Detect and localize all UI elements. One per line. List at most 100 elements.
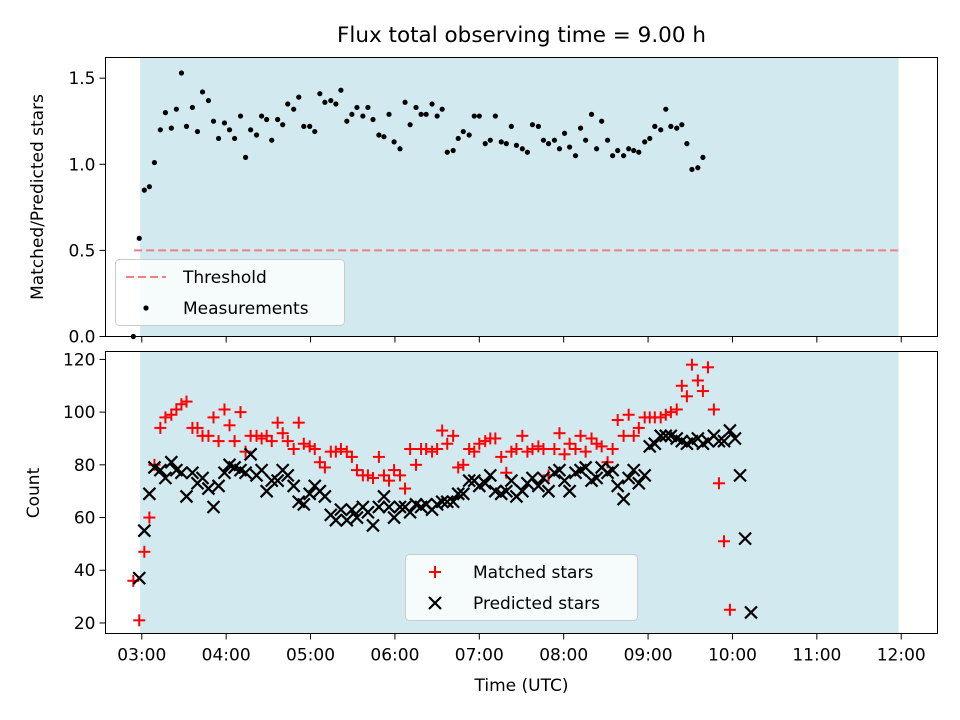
predicted-star-point <box>451 487 465 501</box>
predicted-star-point <box>340 513 354 527</box>
measurement-point <box>423 111 429 117</box>
predicted-star-point <box>562 484 577 498</box>
measurement-point <box>199 89 206 95</box>
measurement-point <box>631 147 637 154</box>
matched-star-point <box>701 361 714 374</box>
measurement-point <box>280 122 286 128</box>
measurement-point <box>269 137 275 143</box>
matched-star-point <box>239 445 252 458</box>
predicted-star-point <box>632 476 646 491</box>
predicted-stars-legend-marker <box>428 596 442 610</box>
matched-star-point <box>207 411 220 424</box>
predicted-star-point <box>462 473 476 488</box>
measurement-point <box>210 118 217 124</box>
predicted-star-point <box>270 473 285 488</box>
measurement-point <box>642 139 648 145</box>
x-tick-label: 03:00 <box>117 646 166 666</box>
measurement-point <box>173 106 179 112</box>
predicted-star-point <box>525 471 540 485</box>
matched-star-point <box>622 408 635 421</box>
matched-star-point <box>228 435 241 448</box>
matched-star-point <box>170 403 183 416</box>
matched-star-point <box>287 443 300 456</box>
matched-star-point <box>318 461 331 474</box>
measurement-point <box>189 104 196 111</box>
matched-star-point <box>548 443 561 456</box>
measurement-point <box>215 135 222 142</box>
predicted-star-point <box>733 468 747 483</box>
measurement-point <box>291 106 297 112</box>
x-tick-label: 09:00 <box>624 646 673 666</box>
matched-stars-legend-marker <box>429 566 441 578</box>
measurement-point <box>237 113 244 119</box>
bottom-plot-frame <box>105 351 938 634</box>
matched-star-point <box>452 461 465 474</box>
matched-star-point <box>627 429 640 442</box>
matched-star-point <box>718 535 731 548</box>
matched-star-point <box>410 458 423 471</box>
matched-star-point <box>404 443 417 456</box>
predicted-star-point <box>329 513 343 527</box>
predicted-star-point <box>137 523 152 538</box>
matched-star-point <box>361 469 374 482</box>
matched-star-point <box>473 437 486 450</box>
measurement-point <box>391 139 397 145</box>
measurement-point <box>162 110 169 116</box>
predicted-star-point <box>179 489 194 504</box>
predicted-star-point <box>659 429 673 443</box>
predicted-star-point <box>185 465 200 480</box>
measurement-point <box>232 135 238 142</box>
predicted-stars-legend-label: Predicted stars <box>473 594 600 614</box>
predicted-star-point <box>206 500 221 514</box>
measurement-point <box>689 166 695 173</box>
measurement-point <box>360 113 366 119</box>
predicted-star-point <box>515 484 530 498</box>
measurement-point <box>524 149 531 155</box>
bottom-y-tick-label: 40 <box>74 561 96 581</box>
x-tick-label: 04:00 <box>202 646 251 666</box>
predicted-star-point <box>201 481 216 496</box>
matched-star-point <box>313 456 326 469</box>
matched-star-point <box>281 435 294 448</box>
matched-star-point <box>675 379 688 392</box>
measurement-point <box>566 144 573 150</box>
matched-star-point <box>223 419 236 432</box>
predicted-star-point <box>158 471 173 485</box>
matched-star-point <box>399 482 412 495</box>
predicted-star-point <box>605 463 620 477</box>
measurement-point <box>674 125 680 131</box>
x-tick-label: 11:00 <box>792 646 841 666</box>
predicted-star-point <box>589 471 604 485</box>
matched-star-point <box>436 424 449 437</box>
predicted-star-point <box>440 494 455 509</box>
predicted-star-point <box>552 463 567 477</box>
matched-star-point <box>260 429 273 442</box>
bottom-x-axis: 03:00 04:00 05:00 06:00 07:00 08:00 09:00 10:00… <box>117 633 926 666</box>
predicted-star-point <box>536 471 551 485</box>
matched-star-point <box>159 411 172 424</box>
measurement-point <box>248 127 254 133</box>
matched-star-point <box>563 437 576 450</box>
measurement-point <box>460 128 466 135</box>
predicted-star-point <box>238 465 253 480</box>
predicted-star-point <box>557 473 572 488</box>
predicted-star-point <box>254 463 269 477</box>
matched-star-point <box>377 469 390 482</box>
threshold-legend-label: Threshold <box>182 268 267 288</box>
x-tick-label: 10:00 <box>708 646 757 666</box>
predicted-star-point <box>446 494 460 509</box>
measurement-point <box>344 118 350 124</box>
measurement-point <box>136 235 142 241</box>
measurement-point <box>684 141 690 147</box>
measurement-point <box>307 123 313 129</box>
matched-star-point <box>165 408 178 421</box>
measurement-point <box>376 132 382 138</box>
measurement-point <box>370 116 376 123</box>
matched-star-point <box>590 437 603 450</box>
measurement-point <box>455 135 461 142</box>
measurement-point <box>545 141 552 147</box>
matched-star-point <box>255 432 268 445</box>
measurement-point <box>157 127 163 133</box>
matched-star-point <box>585 432 598 445</box>
